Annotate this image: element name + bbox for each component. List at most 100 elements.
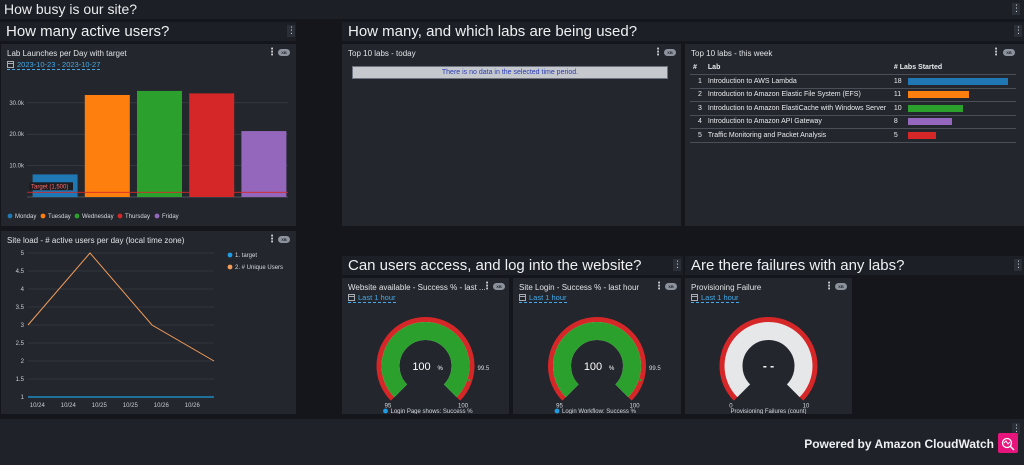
column-header[interactable]: Lab xyxy=(704,62,891,75)
x-tick-label: 10/25 xyxy=(92,403,108,409)
panel-menu-icon[interactable]: ⋮ xyxy=(991,47,1001,58)
dashboard-title: How busy is our site? xyxy=(4,1,138,17)
x-tick-label: 10/26 xyxy=(154,403,170,409)
lab-name-cell: Introduction to Amazon ElastiCache with … xyxy=(704,101,891,116)
labs-started-value: 5 xyxy=(893,131,898,139)
table-row: 5 Traffic Monitoring and Packet Analysis 5 xyxy=(690,128,1016,143)
legend-entry: Thursday xyxy=(125,214,150,220)
bar-tuesday[interactable] xyxy=(84,94,130,197)
gauge-value: 100 xyxy=(412,361,430,373)
panel-site-login: Site Login - Success % - last hour ⋮ XB … xyxy=(513,278,681,414)
section-menu-icon[interactable]: ⋮ xyxy=(287,25,296,37)
rank-cell: 1 xyxy=(690,74,705,89)
gauge-value: - - xyxy=(763,359,774,373)
time-range-link[interactable]: Last 1 hour xyxy=(691,293,739,303)
labs-started-value: 10 xyxy=(893,104,902,112)
lab-name-cell: Traffic Monitoring and Packet Analysis xyxy=(704,128,891,143)
bar-thursday[interactable] xyxy=(189,93,235,197)
section-menu-icon[interactable]: ⋮ xyxy=(673,259,682,271)
table-row: 2 Introduction to Amazon Elastic File Sys… xyxy=(690,88,1016,102)
time-range-link[interactable]: Last 1 hour xyxy=(519,293,567,303)
section-failures: Are there failures with any labs? ⋮ xyxy=(685,256,1024,275)
panel-menu-icon[interactable]: ⋮ xyxy=(267,234,277,245)
y-tick-label: 3 xyxy=(21,323,25,329)
calendar-icon xyxy=(7,61,14,68)
gauge-threshold-label: 99.5 xyxy=(478,366,490,372)
target-label: Target (1,500) xyxy=(31,184,68,190)
legend-entry: Login Workflow: Success % xyxy=(562,409,637,414)
gauge-threshold-label: 99.5 xyxy=(649,366,661,372)
panel-title: Lab Launches per Day with target xyxy=(7,49,127,58)
footer-menu-icon[interactable]: ⋮ xyxy=(1012,423,1021,435)
legend-swatch xyxy=(7,213,13,219)
panel-badge: XB xyxy=(278,236,290,243)
section-title: How many, and which labs are being used? xyxy=(348,23,638,40)
y-tick-label: 2 xyxy=(21,359,25,365)
gauge-threshold-marker xyxy=(468,379,471,382)
panel-menu-icon[interactable]: ⋮ xyxy=(267,47,277,58)
legend-swatch xyxy=(383,408,388,414)
panel-badge: XB xyxy=(664,49,676,56)
table-row: 1 Introduction to AWS Lambda 18 xyxy=(690,74,1016,89)
y-tick-label: 2.5 xyxy=(16,341,25,347)
y-tick-label: 1 xyxy=(21,395,25,401)
dashboard-menu-icon[interactable]: ⋮ xyxy=(1012,3,1021,15)
table-row: 4 Introduction to Amazon API Gateway 8 xyxy=(690,115,1016,129)
labs-started-cell: 10 xyxy=(890,101,1016,116)
x-tick-label: 10/24 xyxy=(61,403,77,409)
panel-menu-icon[interactable]: ⋮ xyxy=(654,281,664,292)
panel-title: Site Login - Success % - last hour xyxy=(519,283,640,292)
labs-started-bar xyxy=(907,91,970,99)
bar-wednesday[interactable] xyxy=(137,90,182,197)
lab-name-cell: Introduction to Amazon API Gateway xyxy=(704,115,891,129)
column-header[interactable]: # Labs Started xyxy=(890,62,1016,75)
panel-badge: XB xyxy=(835,283,847,290)
panel-menu-icon[interactable]: ⋮ xyxy=(653,47,663,58)
gauge-threshold-band xyxy=(548,317,646,401)
section-menu-icon[interactable]: ⋮ xyxy=(1014,259,1023,271)
y-tick-label: 4 xyxy=(21,287,25,293)
y-tick-label: 30.0k xyxy=(9,101,25,107)
table-header-row: # Lab # Labs Started xyxy=(690,62,1016,75)
panel-menu-icon[interactable]: ⋮ xyxy=(824,281,834,292)
section-labs-used: How many, and which labs are being used?… xyxy=(342,22,1024,41)
series-line-2[interactable] xyxy=(27,252,215,362)
y-tick-label: 5 xyxy=(21,251,25,257)
legend-entry: Provisioning Failures (count) xyxy=(730,409,806,414)
column-header[interactable]: # xyxy=(690,62,705,75)
table-row: 3 Introduction to Amazon ElastiCache with… xyxy=(690,101,1016,116)
x-tick-label: 10/24 xyxy=(30,403,46,409)
labs-started-bar xyxy=(907,77,1008,85)
legend-entry: Friday xyxy=(162,214,179,220)
time-range-label: Last 1 hour xyxy=(529,293,567,302)
panel-menu-icon[interactable]: ⋮ xyxy=(482,281,492,292)
time-range-link[interactable]: Last 1 hour xyxy=(348,293,396,303)
gauge-track xyxy=(724,322,813,398)
rank-cell: 3 xyxy=(690,101,705,116)
labs-started-bar xyxy=(907,131,936,139)
section-menu-icon[interactable]: ⋮ xyxy=(1014,25,1023,37)
panel-badge: XB xyxy=(1003,49,1015,56)
legend-entry: 2. # Unique Users xyxy=(235,265,283,271)
gauge-min-label: 95 xyxy=(385,404,392,410)
no-data-message: There is no data in the selected time pe… xyxy=(352,66,668,79)
bar-friday[interactable] xyxy=(241,131,287,197)
legend-entry: Monday xyxy=(15,214,36,220)
panel-badge: XB xyxy=(665,283,677,290)
section-active-users: How many active users? ⋮ xyxy=(0,22,296,41)
legend-swatch xyxy=(117,213,123,219)
legend-entry: Wednesday xyxy=(82,214,114,220)
gauge-fill xyxy=(553,322,641,398)
gauge-threshold-band xyxy=(719,317,818,401)
y-tick-label: 1.5 xyxy=(16,377,25,383)
gauge-unit: % xyxy=(609,366,615,372)
gauge-threshold-marker xyxy=(639,379,642,382)
gauge-value: 100 xyxy=(584,361,602,373)
gauge-min-label: 95 xyxy=(556,404,563,410)
y-tick-label: 4.5 xyxy=(16,269,25,275)
time-range-link[interactable]: 2023-10-23 - 2023-10-27 xyxy=(7,60,101,70)
calendar-icon xyxy=(691,294,698,301)
calendar-icon xyxy=(519,294,526,301)
powered-by-text: Powered by Amazon CloudWatch xyxy=(804,437,994,451)
gauge-threshold-band xyxy=(376,317,475,401)
